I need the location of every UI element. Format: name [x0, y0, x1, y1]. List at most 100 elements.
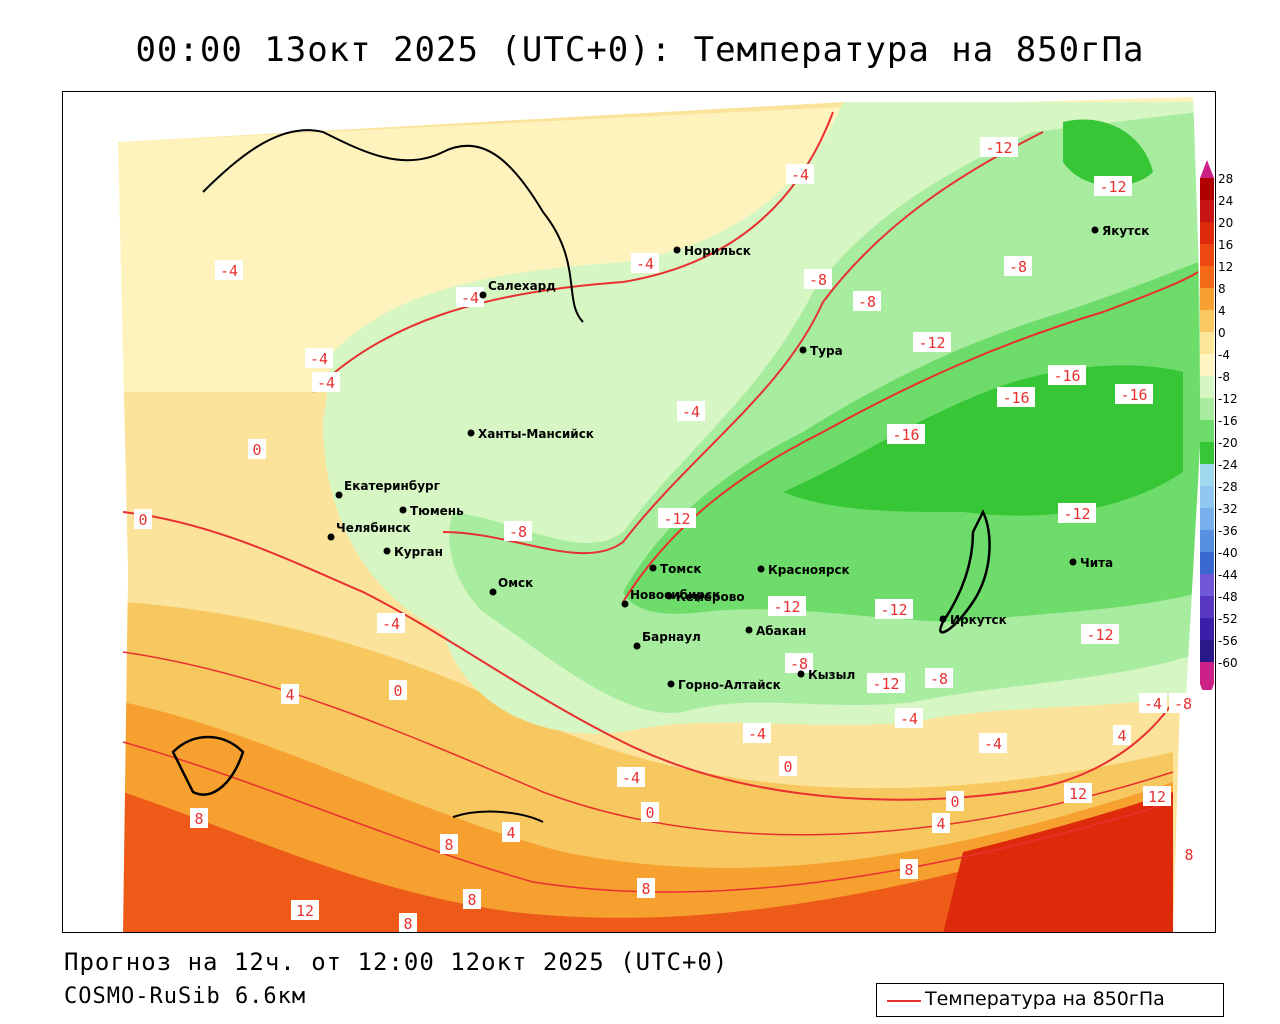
- city-marker: [797, 670, 805, 678]
- contour-label-bg: [779, 756, 797, 776]
- contour-label-bg: [1058, 503, 1096, 523]
- city-marker: [799, 346, 807, 354]
- contour-label: -4: [748, 725, 766, 743]
- contour-label: -12: [1063, 505, 1090, 523]
- contour-label: -4: [461, 289, 479, 307]
- colorbar-segment: [1200, 662, 1214, 684]
- city-label: Новосибирск: [630, 588, 720, 602]
- contour-label-bg: [312, 372, 340, 392]
- contour-label-bg: [900, 859, 918, 879]
- contour-label-bg: [1115, 384, 1153, 404]
- isoline-minus4: [312, 111, 834, 393]
- contour-label-bg: [377, 613, 405, 633]
- contour-label-bg: [743, 723, 771, 743]
- contour-label: -12: [773, 598, 800, 616]
- contour-label: -4: [382, 615, 400, 633]
- city-layer: Норильск Салехард Тура Якутск Ханты-Мансийск…: [327, 224, 1149, 692]
- isoline-plus4: [122, 651, 1174, 836]
- contour-label: -12: [1086, 626, 1113, 644]
- contour-label: -12: [918, 334, 945, 352]
- legend: Температура на 850гПа: [876, 983, 1224, 1017]
- contour-label: -8: [809, 271, 827, 289]
- forecast-info: Прогноз на 12ч. от 12:00 12окт 2025 (UTC…: [64, 948, 729, 976]
- colorbar-segment: [1200, 552, 1214, 574]
- contour-label-bg: [925, 668, 953, 688]
- colorbar-tick: 4: [1218, 304, 1226, 318]
- city-marker: [399, 506, 407, 514]
- map-canvas: -12-12-4-4 -4-8-8-4-12-4-4 -16-16 -16-4-80-…: [63, 92, 1215, 932]
- contour-label: -8: [1009, 258, 1027, 276]
- contour-label: 8: [194, 810, 203, 828]
- city-marker: [939, 615, 947, 623]
- colorbar-tip-top: [1200, 160, 1214, 178]
- contour-label-bg: [1180, 844, 1198, 864]
- contour-label-bg: [456, 287, 484, 307]
- contour-label-bg: [631, 253, 659, 273]
- contour-label-bg: [932, 813, 950, 833]
- contour-label-bg: [215, 260, 243, 280]
- contour-label: 4: [936, 815, 945, 833]
- colorbar-segment: [1200, 178, 1214, 200]
- city-marker: [467, 429, 475, 437]
- contour-label-bg: [867, 673, 905, 693]
- city-label: Кемерово: [676, 590, 745, 604]
- contour-label: -4: [984, 735, 1002, 753]
- contour-label-bg: [946, 791, 964, 811]
- contour-label-bg: [1094, 176, 1132, 196]
- city-label: Салехард: [488, 279, 556, 293]
- contour-label: -12: [663, 510, 690, 528]
- colorbar-tick: 16: [1218, 238, 1233, 252]
- city-marker: [649, 564, 657, 572]
- isoline-minus12: [622, 271, 1199, 603]
- contour-label-bg: [637, 878, 655, 898]
- city-label: Омск: [498, 576, 533, 590]
- city-marker: [335, 491, 343, 499]
- colorbar-tick: -8: [1218, 370, 1230, 384]
- contour-label-bg: [997, 387, 1035, 407]
- city-label: Якутск: [1102, 224, 1149, 238]
- colorbar-segment: [1200, 332, 1214, 354]
- colorbar-tick: -4: [1218, 348, 1230, 362]
- contour-label: -4: [622, 769, 640, 787]
- contour-label: -4: [310, 350, 328, 368]
- contour-label: 0: [783, 758, 792, 776]
- contour-label: -12: [872, 675, 899, 693]
- band-plus12: [123, 792, 1173, 932]
- colorbar-tick: -12: [1218, 392, 1238, 406]
- contour-label: 12: [296, 902, 314, 920]
- city-label: Челябинск: [336, 521, 411, 535]
- colorbar-segment: [1200, 596, 1214, 618]
- colorbar-tick: -28: [1218, 480, 1238, 494]
- contour-label-bg: [1143, 786, 1171, 806]
- contour-label-bg: [768, 596, 806, 616]
- contour-label: 8: [444, 836, 453, 854]
- contour-label-bg: [979, 733, 1007, 753]
- domain-outside-top: [63, 92, 1193, 142]
- colorbar-segment: [1200, 398, 1214, 420]
- contour-label-bg: [1064, 783, 1092, 803]
- city-marker: [489, 588, 497, 596]
- city-marker: [665, 592, 673, 600]
- temperature-map[interactable]: -12 -12 -4 -4 -4 -8 -8 -4 -12 -4 -4 -16 -16 -16 -4 -8 0-…: [62, 91, 1216, 933]
- model-info: COSMO-RuSib 6.6км: [64, 984, 307, 1009]
- city-label: Абакан: [756, 624, 806, 638]
- city-label: Барнаул: [642, 630, 701, 644]
- contour-label-bg: [895, 708, 923, 728]
- band-plus16: [943, 792, 1173, 932]
- region-minus16: [783, 365, 1183, 516]
- colorbar-tick: -24: [1218, 458, 1238, 472]
- caspian-shore: [171, 735, 245, 796]
- city-label: Ханты-Мансийск: [478, 427, 594, 441]
- contour-label: -16: [1120, 386, 1147, 404]
- colorbar-segment: [1200, 310, 1214, 332]
- colorbar-tick: 8: [1218, 282, 1226, 296]
- contour-label: 12: [1069, 785, 1087, 803]
- contour-label: -12: [1099, 178, 1126, 196]
- contour-label-bg: [1113, 725, 1131, 745]
- colorbar-tip-bottom: [1200, 684, 1214, 690]
- colorbar-segment: [1200, 288, 1214, 310]
- contour-label-bg: [617, 767, 645, 787]
- contour-label: -4: [791, 166, 809, 184]
- contour-label-bg: [305, 348, 333, 368]
- contour-label: 4: [285, 686, 294, 704]
